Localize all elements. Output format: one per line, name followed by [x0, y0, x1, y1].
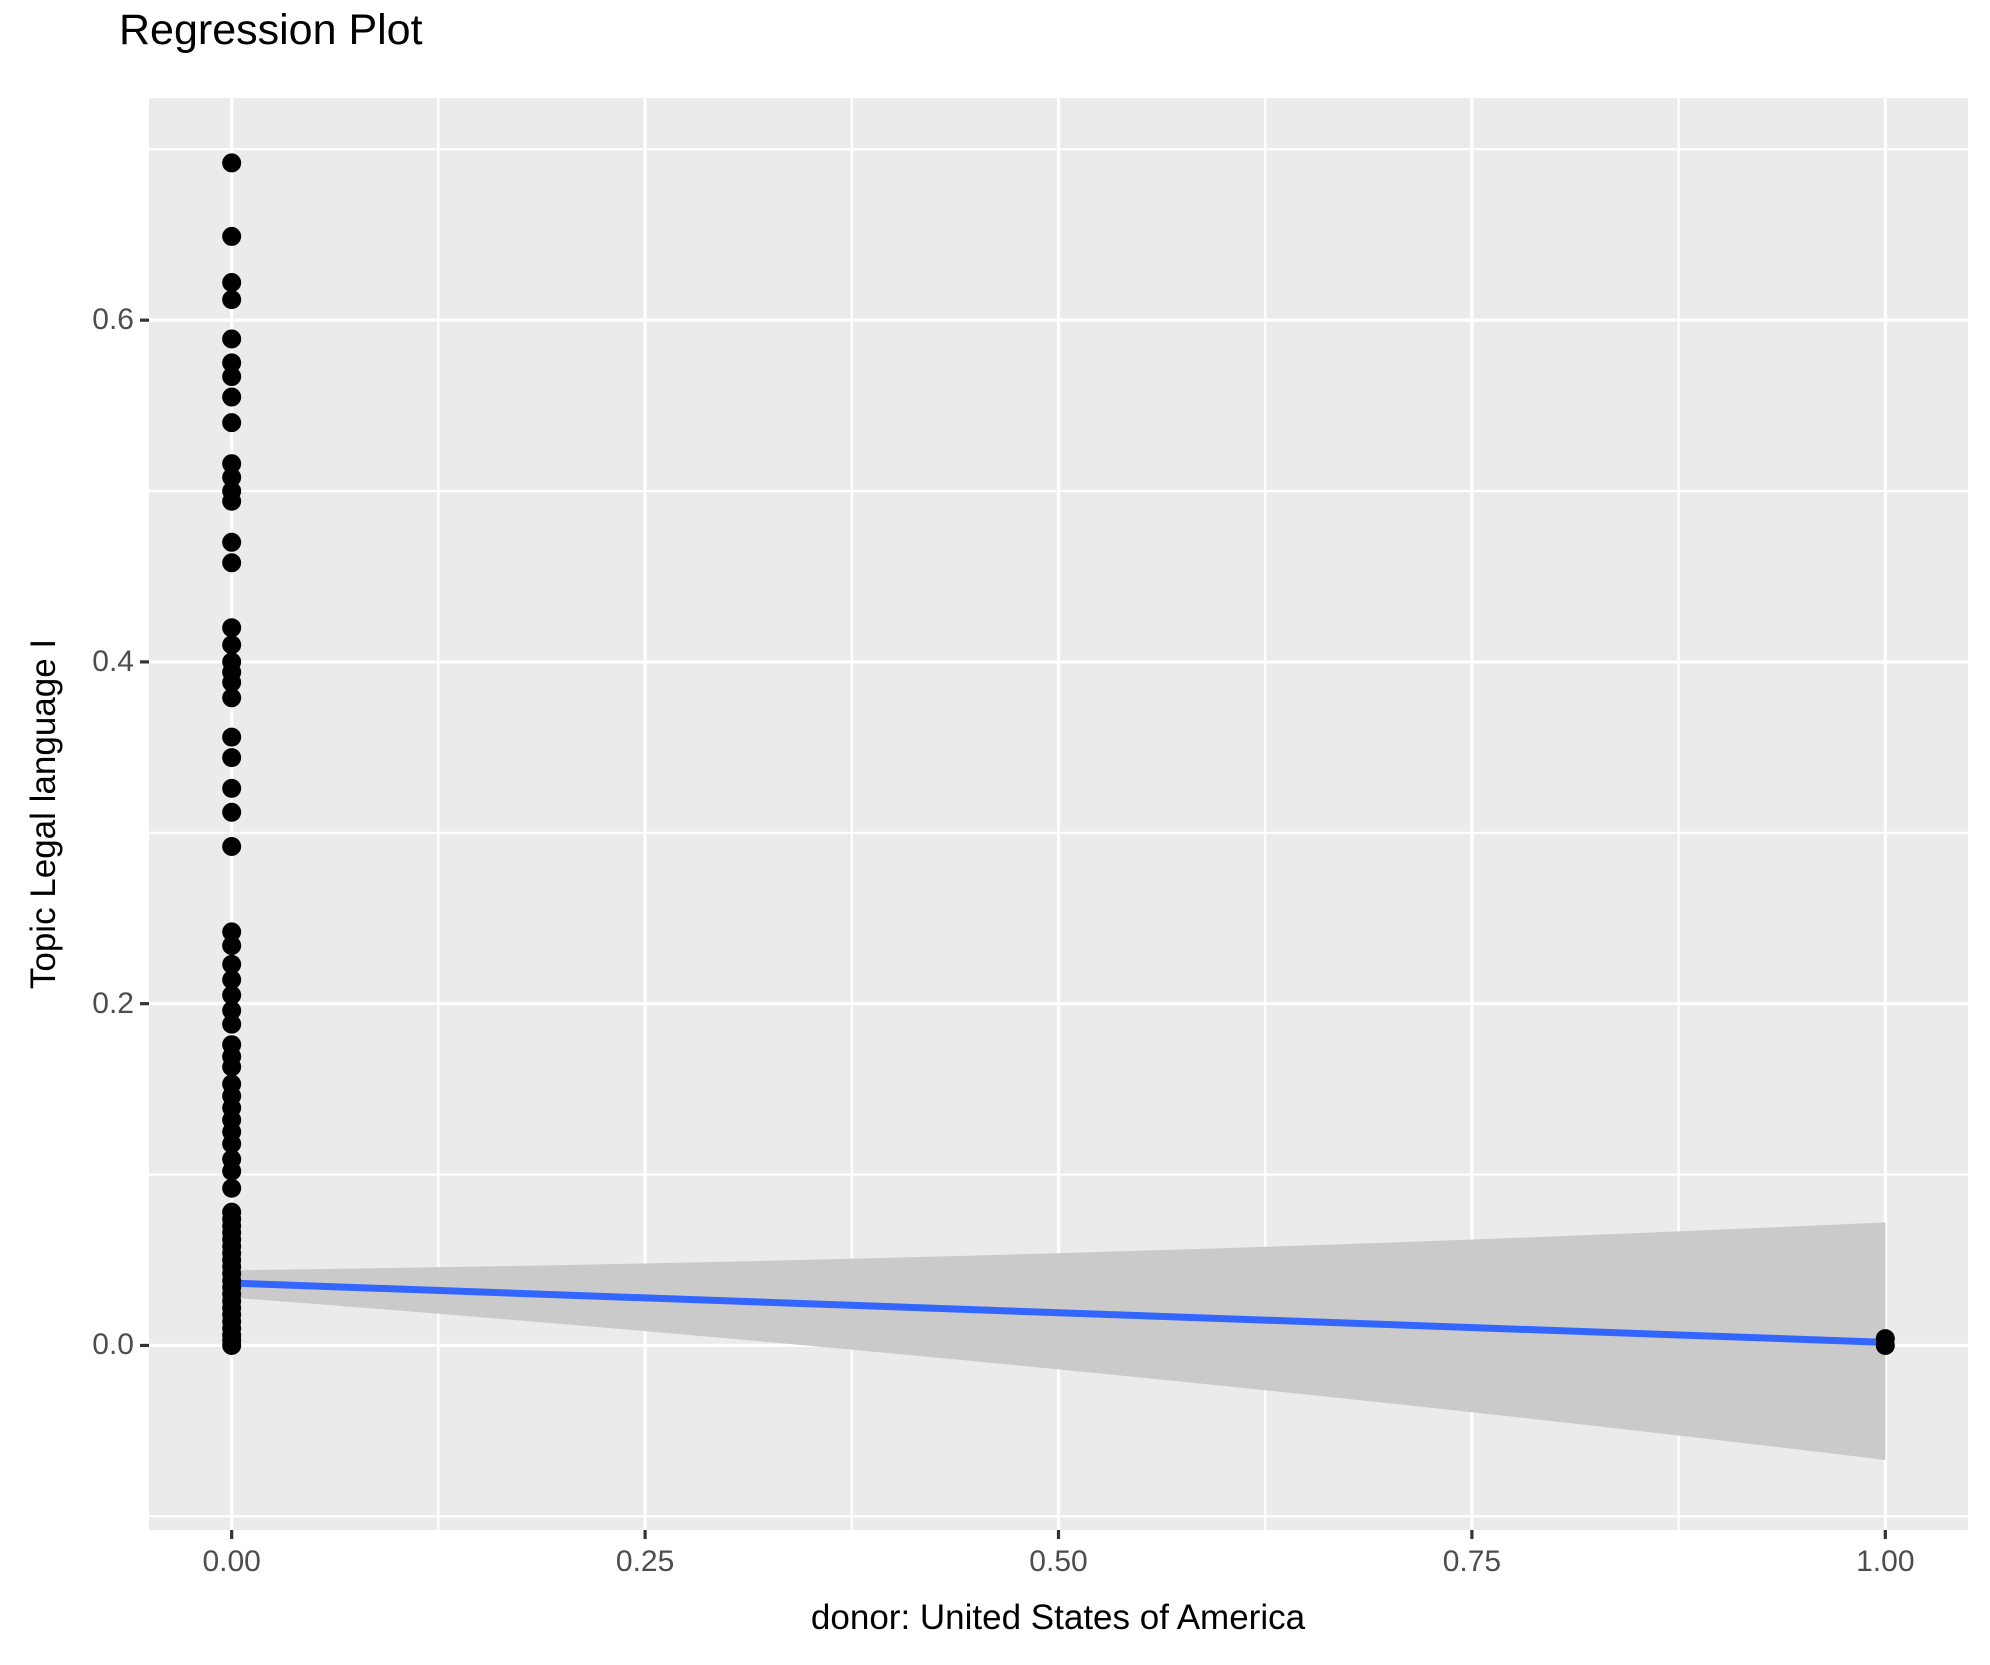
- data-point: [222, 1161, 242, 1181]
- data-point: [222, 727, 242, 747]
- data-point: [222, 553, 242, 573]
- data-point: [222, 1014, 242, 1034]
- data-point: [222, 454, 242, 474]
- data-point: [222, 778, 242, 798]
- data-point: [222, 1335, 242, 1355]
- data-point: [222, 1057, 242, 1077]
- confidence-band: [231, 1222, 1886, 1460]
- data-point: [222, 688, 242, 708]
- x-tick-label: 0.75: [1442, 1545, 1502, 1578]
- plot-title: Regression Plot: [119, 6, 423, 54]
- data-point: [222, 985, 242, 1005]
- data-point: [222, 954, 242, 974]
- y-tick-label: 0.6: [92, 303, 134, 337]
- x-axis-title: donor: United States of America: [810, 1598, 1306, 1637]
- regression-line: [231, 1279, 1886, 1346]
- data-point: [222, 1178, 242, 1198]
- x-tick-label: 0.25: [615, 1545, 675, 1578]
- data-point: [222, 353, 242, 373]
- data-point: [222, 970, 242, 990]
- data-point: [222, 1001, 242, 1021]
- data-point: [1875, 1335, 1895, 1355]
- data-point: [222, 290, 242, 310]
- data-point: [222, 618, 242, 638]
- y-tick-label: 0.2: [92, 986, 134, 1020]
- y-axis-title: Topic Legal language I: [24, 638, 63, 990]
- data-point: [222, 467, 242, 487]
- data-point: [222, 936, 242, 956]
- data-point: [222, 226, 242, 246]
- data-point: [222, 836, 242, 856]
- data-point: [222, 153, 242, 173]
- data-point: [222, 329, 242, 349]
- data-point: [222, 413, 242, 433]
- data-point: [222, 387, 242, 407]
- data-point: [222, 922, 242, 942]
- x-tick-label: 1.00: [1856, 1545, 1915, 1578]
- data-point: [222, 1134, 242, 1154]
- data-point: [222, 532, 242, 552]
- x-tick-label: 0.50: [1029, 1545, 1088, 1578]
- y-tick-label: 0.0: [92, 1328, 134, 1362]
- data-point: [222, 748, 242, 768]
- data-point: [222, 491, 242, 511]
- data-point: [222, 273, 242, 293]
- data-point: [222, 635, 242, 655]
- data-point: [222, 367, 242, 387]
- data-point: [222, 672, 242, 692]
- y-tick-label: 0.4: [92, 644, 134, 678]
- data-point: [222, 802, 242, 822]
- x-tick-label: 0.00: [202, 1545, 261, 1578]
